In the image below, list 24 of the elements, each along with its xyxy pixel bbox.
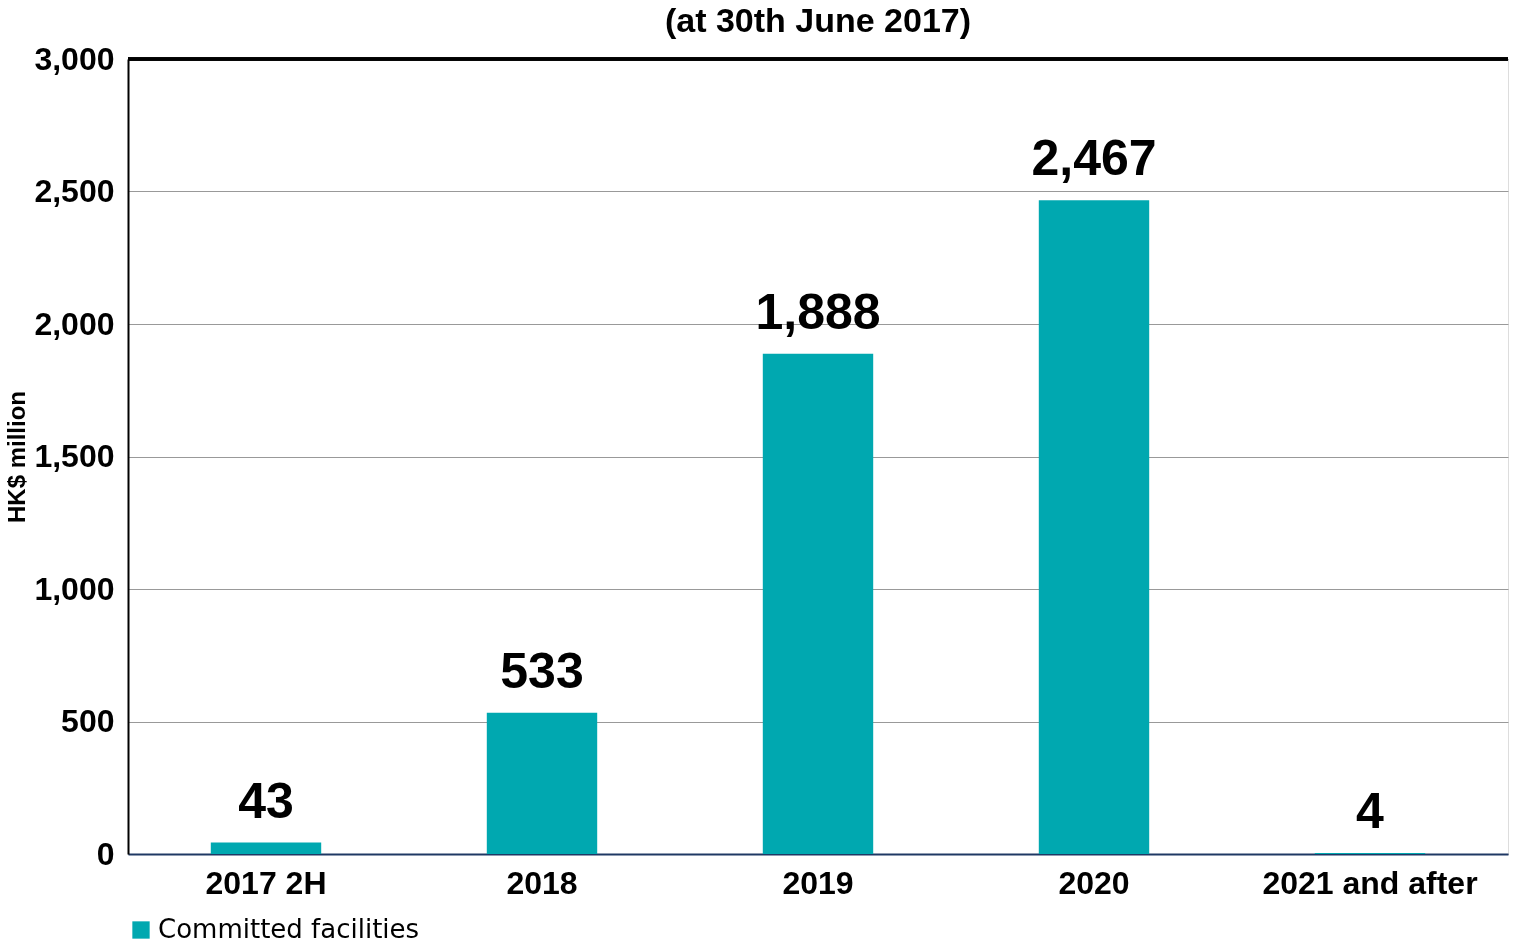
data-label: 1,888	[755, 283, 881, 340]
y-tick-label: 0	[96, 835, 115, 872]
y-tick-label: 1,500	[34, 438, 115, 474]
bar	[762, 353, 874, 854]
data-label: 43	[238, 772, 294, 829]
bar	[486, 712, 598, 854]
x-tick-label: 2018	[506, 864, 578, 901]
data-label: 4	[1356, 782, 1385, 839]
data-label: 533	[500, 642, 584, 699]
x-tick-label: 2020	[1058, 864, 1130, 901]
chart-title: (at 30th June 2017)	[664, 1, 972, 39]
y-tick-label: 1,000	[34, 570, 115, 607]
legend-label: Committed facilities	[158, 914, 420, 944]
y-tick-label: 3,000	[34, 40, 115, 77]
y-tick-label: 2,500	[34, 173, 115, 209]
y-tick-label: 500	[61, 703, 115, 739]
x-tick-label: 2021 and after	[1262, 864, 1478, 901]
x-tick-label: 2019	[782, 864, 854, 901]
y-tick-label: 2,000	[34, 305, 115, 342]
data-label: 2,467	[1031, 130, 1157, 187]
y-axis-title: HK$ million	[3, 390, 31, 524]
x-tick-label: 2017 2H	[205, 864, 327, 901]
bar	[1038, 200, 1150, 854]
bar	[210, 842, 322, 854]
